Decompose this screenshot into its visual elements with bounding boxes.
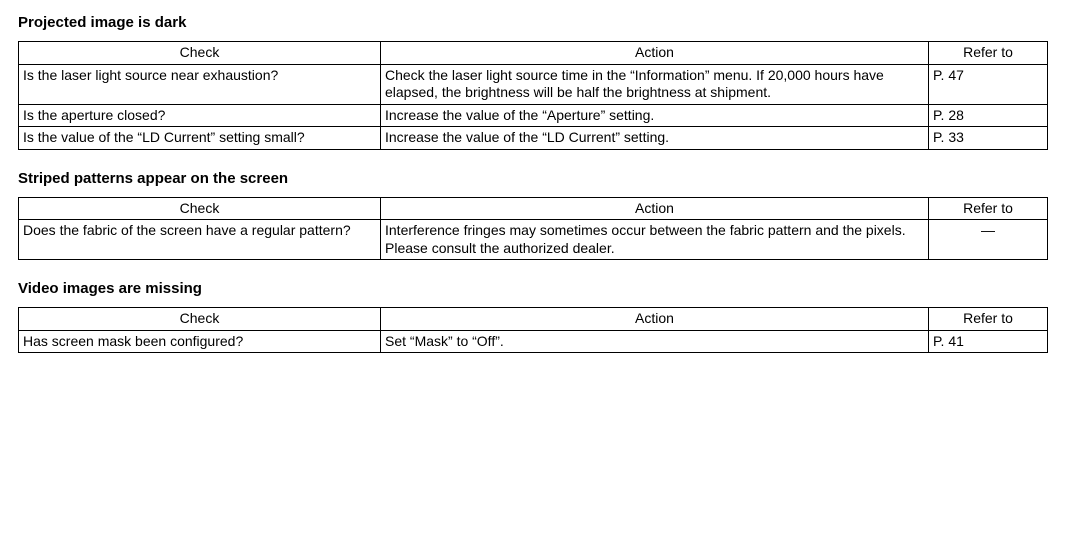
section-dark: Projected image is dark Check Action Ref…: [18, 14, 1047, 150]
section-title: Projected image is dark: [18, 14, 1047, 31]
table-header-row: Check Action Refer to: [19, 42, 1048, 65]
cell-action: Interference fringes may sometimes occur…: [381, 220, 929, 260]
table-row: Has screen mask been configured? Set “Ma…: [19, 330, 1048, 353]
cell-refer: P. 47: [929, 64, 1048, 104]
header-check: Check: [19, 197, 381, 220]
cell-refer: P. 33: [929, 127, 1048, 150]
section-striped: Striped patterns appear on the screen Ch…: [18, 170, 1047, 261]
header-refer: Refer to: [929, 42, 1048, 65]
cell-action: Check the laser light source time in the…: [381, 64, 929, 104]
header-refer: Refer to: [929, 197, 1048, 220]
cell-check: Is the value of the “LD Current” setting…: [19, 127, 381, 150]
troubleshooting-table: Check Action Refer to Does the fabric of…: [18, 197, 1048, 261]
table-row: Is the laser light source near exhaustio…: [19, 64, 1048, 104]
header-refer: Refer to: [929, 308, 1048, 331]
cell-refer: —: [929, 220, 1048, 260]
table-header-row: Check Action Refer to: [19, 197, 1048, 220]
cell-refer: P. 28: [929, 104, 1048, 127]
troubleshooting-table: Check Action Refer to Is the laser light…: [18, 41, 1048, 150]
troubleshooting-table: Check Action Refer to Has screen mask be…: [18, 307, 1048, 353]
header-check: Check: [19, 42, 381, 65]
header-action: Action: [381, 42, 929, 65]
cell-refer: P. 41: [929, 330, 1048, 353]
section-missing: Video images are missing Check Action Re…: [18, 280, 1047, 353]
cell-action: Set “Mask” to “Off”.: [381, 330, 929, 353]
table-row: Is the aperture closed? Increase the val…: [19, 104, 1048, 127]
cell-action: Increase the value of the “Aperture” set…: [381, 104, 929, 127]
table-row: Does the fabric of the screen have a reg…: [19, 220, 1048, 260]
table-header-row: Check Action Refer to: [19, 308, 1048, 331]
cell-check: Is the laser light source near exhaustio…: [19, 64, 381, 104]
header-action: Action: [381, 197, 929, 220]
section-title: Video images are missing: [18, 280, 1047, 297]
cell-check: Does the fabric of the screen have a reg…: [19, 220, 381, 260]
header-check: Check: [19, 308, 381, 331]
cell-check: Has screen mask been configured?: [19, 330, 381, 353]
table-row: Is the value of the “LD Current” setting…: [19, 127, 1048, 150]
cell-check: Is the aperture closed?: [19, 104, 381, 127]
section-title: Striped patterns appear on the screen: [18, 170, 1047, 187]
cell-action: Increase the value of the “LD Current” s…: [381, 127, 929, 150]
header-action: Action: [381, 308, 929, 331]
